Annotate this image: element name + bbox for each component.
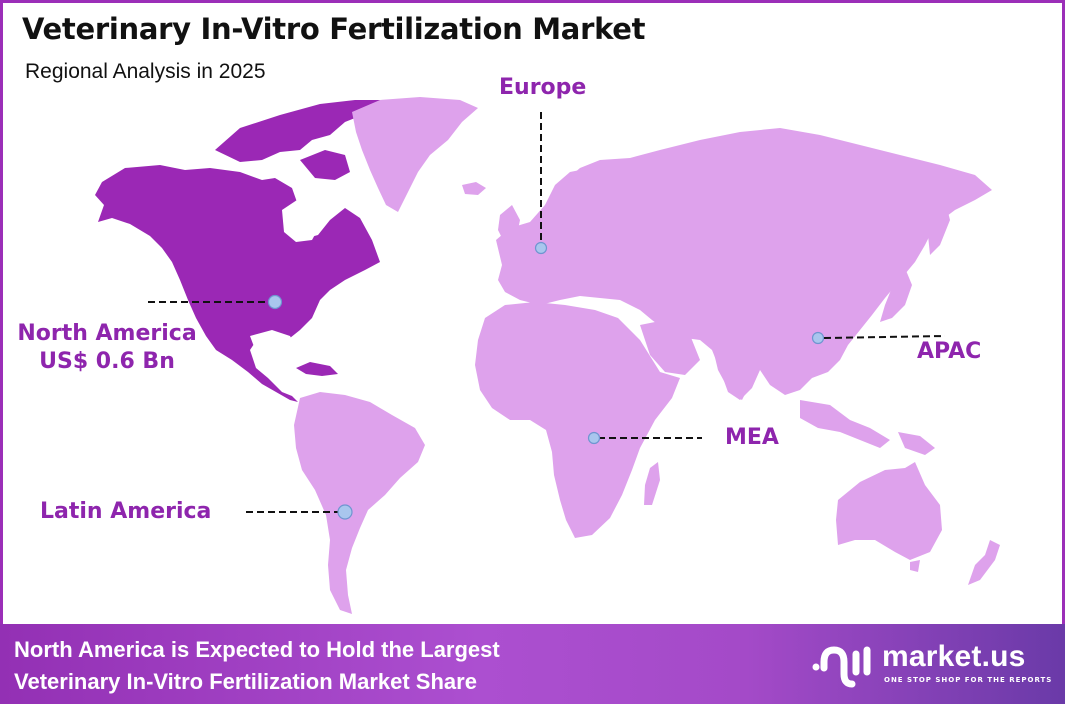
apac-label: APAC — [917, 339, 982, 364]
apac-leader-line — [823, 335, 946, 339]
region-north-america-shape — [95, 100, 382, 402]
apac-marker — [811, 331, 825, 345]
footer-banner: North America is Expected to Hold the La… — [0, 624, 1065, 704]
footer-line-1: North America is Expected to Hold the La… — [14, 637, 500, 662]
footer-headline: North America is Expected to Hold the La… — [14, 634, 500, 698]
north-america-value: US$ 0.6 Bn — [39, 348, 175, 374]
mea-marker — [587, 431, 601, 445]
page-subtitle: Regional Analysis in 2025 — [25, 60, 266, 83]
europe-label: Europe — [499, 75, 587, 100]
north-america-name: North America — [17, 321, 197, 346]
brand-logo: market.us ONE STOP SHOP FOR THE REPORTS — [812, 640, 1057, 690]
latin-america-label: Latin America — [40, 499, 212, 524]
latin-america-marker — [337, 504, 353, 520]
region-mea-shape — [475, 302, 680, 538]
region-latin-america-shape — [294, 392, 425, 614]
market-us-logo-icon — [812, 646, 871, 688]
mea-label: MEA — [725, 425, 779, 450]
north-america-marker — [267, 294, 283, 310]
europe-marker — [534, 241, 548, 255]
greenland-shape — [352, 97, 478, 212]
region-eurasia-shape — [496, 128, 992, 400]
page-title: Veterinary In-Vitro Fertilization Market — [22, 12, 646, 46]
world-map — [95, 97, 1000, 614]
brand-tagline: ONE STOP SHOP FOR THE REPORTS — [884, 676, 1053, 684]
brand-name: market.us — [882, 640, 1026, 673]
region-australia-shape — [836, 462, 942, 560]
north-america-label: North America US$ 0.6 Bn — [12, 320, 202, 375]
footer-line-2: Veterinary In-Vitro Fertilization Market… — [14, 669, 477, 694]
